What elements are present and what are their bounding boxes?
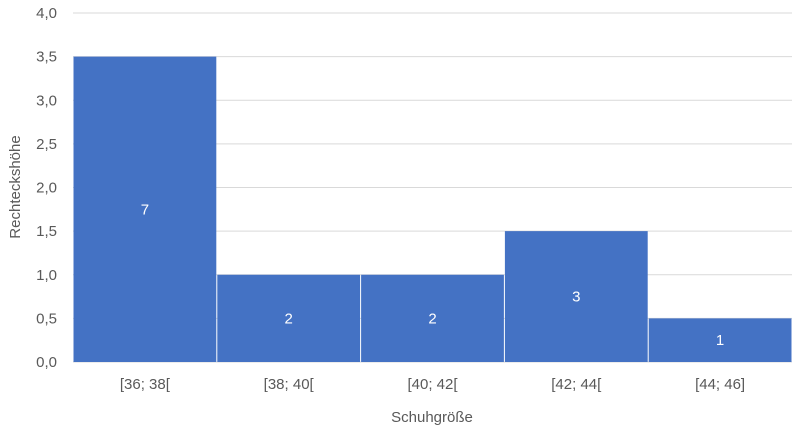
y-axis-title: Rechteckshöhe xyxy=(7,135,24,238)
x-tick-label: [42; 44[ xyxy=(551,376,602,393)
y-tick-label: 3,0 xyxy=(36,92,57,109)
bar xyxy=(504,231,648,362)
y-tick-label: 0,0 xyxy=(36,354,57,371)
bar-data-label: 2 xyxy=(285,310,293,327)
bar xyxy=(361,274,504,362)
y-axis-ticks: 0,0 0,5 1,0 1,5 2,0 2,5 3,0 3,5 4,0 xyxy=(36,5,57,371)
x-tick-label: [40; 42[ xyxy=(407,376,458,393)
x-tick-label: [44; 46] xyxy=(695,376,745,393)
bars xyxy=(73,56,792,362)
bar-data-label: 7 xyxy=(141,201,149,218)
y-tick-label: 1,0 xyxy=(36,267,57,284)
y-tick-label: 4,0 xyxy=(36,5,57,22)
bar xyxy=(73,56,217,362)
x-tick-label: [36; 38[ xyxy=(120,376,171,393)
y-tick-label: 3,5 xyxy=(36,49,57,66)
x-axis-title: Schuhgröße xyxy=(391,409,473,426)
bar-data-label: 2 xyxy=(428,310,436,327)
x-tick-label: [38; 40[ xyxy=(264,376,315,393)
y-tick-label: 2,0 xyxy=(36,180,57,197)
y-tick-label: 0,5 xyxy=(36,310,57,327)
bar xyxy=(217,274,361,362)
bar-data-label: 1 xyxy=(716,332,724,349)
bar xyxy=(648,318,792,362)
y-tick-label: 2,5 xyxy=(36,136,57,153)
y-tick-label: 1,5 xyxy=(36,223,57,240)
data-labels: 7 2 2 3 1 xyxy=(141,201,725,349)
bar-data-label: 3 xyxy=(572,289,580,306)
x-axis-ticks: [36; 38[ [38; 40[ [40; 42[ [42; 44[ [44; 46] xyxy=(120,376,745,393)
